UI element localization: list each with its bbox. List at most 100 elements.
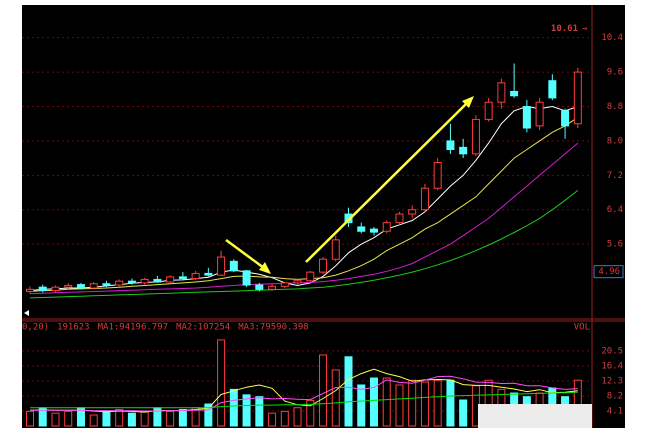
- volume-bar: [26, 410, 34, 427]
- candle-body: [306, 271, 315, 282]
- candle-body: [280, 282, 289, 287]
- volume-bar: [217, 339, 226, 427]
- panel-header: MA3:79590.398: [238, 323, 308, 333]
- candle-body: [446, 140, 455, 151]
- candle-body: [217, 256, 226, 276]
- candle-body: [178, 276, 187, 280]
- panel-header: MA1:94196.797: [98, 323, 168, 333]
- candle-body: [433, 161, 442, 189]
- candle-body: [268, 285, 277, 290]
- volume-bar: [51, 412, 60, 427]
- candle-body: [115, 280, 124, 286]
- y-tick-label: 5.6: [607, 240, 623, 250]
- volume-bar: [204, 403, 213, 427]
- volume-bar: [64, 410, 73, 427]
- volume-bar: [420, 381, 429, 427]
- arrow: [305, 103, 467, 263]
- scroll-marker: [24, 310, 29, 316]
- y-tick-label: 8.2: [607, 391, 623, 401]
- moving-average-line: [29, 142, 579, 295]
- candle-body: [140, 278, 149, 284]
- candle-body: [89, 283, 98, 289]
- candle-body: [191, 272, 200, 280]
- last-price-box: [593, 265, 624, 279]
- candle-body: [64, 284, 73, 288]
- candle-body: [331, 239, 340, 260]
- candle-body: [255, 284, 264, 290]
- volume-bar: [446, 379, 455, 427]
- volume-bar: [89, 414, 98, 427]
- panel-header: 0,20): [22, 323, 49, 333]
- candle-body: [459, 146, 468, 155]
- y-tick-label: 8.8: [607, 102, 623, 112]
- candle-body: [497, 82, 506, 103]
- volume-bar: [280, 410, 289, 427]
- candle-body: [293, 280, 302, 284]
- watermark-block: [478, 404, 592, 428]
- annotation: 10.61: [551, 24, 578, 34]
- candle-body: [484, 101, 493, 120]
- volume-bar: [255, 396, 264, 427]
- y-tick-label: 7.2: [607, 171, 623, 181]
- candle-body: [369, 228, 378, 233]
- candle-body: [319, 258, 328, 273]
- candle-body: [382, 222, 391, 232]
- candle-body: [420, 187, 429, 211]
- candle-body: [38, 286, 47, 292]
- candle-body: [153, 278, 162, 283]
- volume-bar: [357, 384, 366, 427]
- volume-bar: [408, 379, 417, 427]
- candle-body: [408, 209, 417, 215]
- arrow-head: [259, 262, 271, 274]
- moving-average-line: [29, 190, 579, 299]
- arrow: [225, 238, 265, 270]
- volume-bar: [306, 399, 315, 427]
- candle-body: [76, 284, 85, 289]
- trend-arrows: [225, 96, 474, 274]
- candle-body: [166, 276, 175, 283]
- volume-bar: [395, 384, 404, 427]
- volume-bar: [229, 388, 238, 427]
- annotation-arrow: →: [582, 24, 588, 34]
- y-tick-label: 10.4: [601, 33, 623, 43]
- volume-bar: [293, 407, 302, 427]
- volume-bar: [178, 409, 187, 427]
- y-tick-label: 6.4: [607, 205, 623, 215]
- volume-bar: [242, 394, 251, 427]
- candle-body: [229, 260, 238, 272]
- volume-average-line: [30, 375, 578, 412]
- volume-bar: [115, 409, 124, 427]
- volume-bar: [433, 379, 442, 427]
- y-tick-label: 12.3: [601, 376, 623, 386]
- volume-bar: [344, 356, 353, 427]
- y-tick-label: 16.4: [601, 361, 623, 371]
- panel-header: MA2:107254: [176, 323, 230, 333]
- panel-label: VOL: [574, 323, 590, 333]
- candle-body: [357, 226, 366, 232]
- arrow-head: [462, 96, 474, 108]
- moving-average-line: [29, 116, 579, 292]
- plot-layer: 5.6 6.4 7.2 8.0 8.8 9.6 10.4 10.61 → 4.96 4.1 8.2 12…: [22, 24, 624, 427]
- candle-body: [573, 71, 582, 125]
- volume-bar: [166, 410, 175, 427]
- candle-body: [127, 280, 136, 284]
- candle-body: [26, 288, 34, 292]
- last-price: 4.96: [598, 267, 620, 277]
- candle-body: [522, 106, 531, 129]
- y-tick-label: 9.6: [607, 68, 623, 78]
- volume-bar: [459, 399, 468, 427]
- panel-header: 191623: [57, 323, 90, 333]
- volume-bar: [331, 369, 340, 427]
- y-tick-label: 20.5: [601, 346, 623, 356]
- candle-body: [471, 118, 480, 155]
- candle-body: [51, 286, 60, 292]
- y-tick-label: 4.1: [607, 406, 623, 416]
- volume-bar: [102, 410, 111, 427]
- candle-body: [102, 283, 111, 286]
- volume-bar: [140, 410, 149, 427]
- candle-body: [535, 101, 544, 127]
- volume-bar: [369, 377, 378, 427]
- candle-body: [242, 270, 251, 286]
